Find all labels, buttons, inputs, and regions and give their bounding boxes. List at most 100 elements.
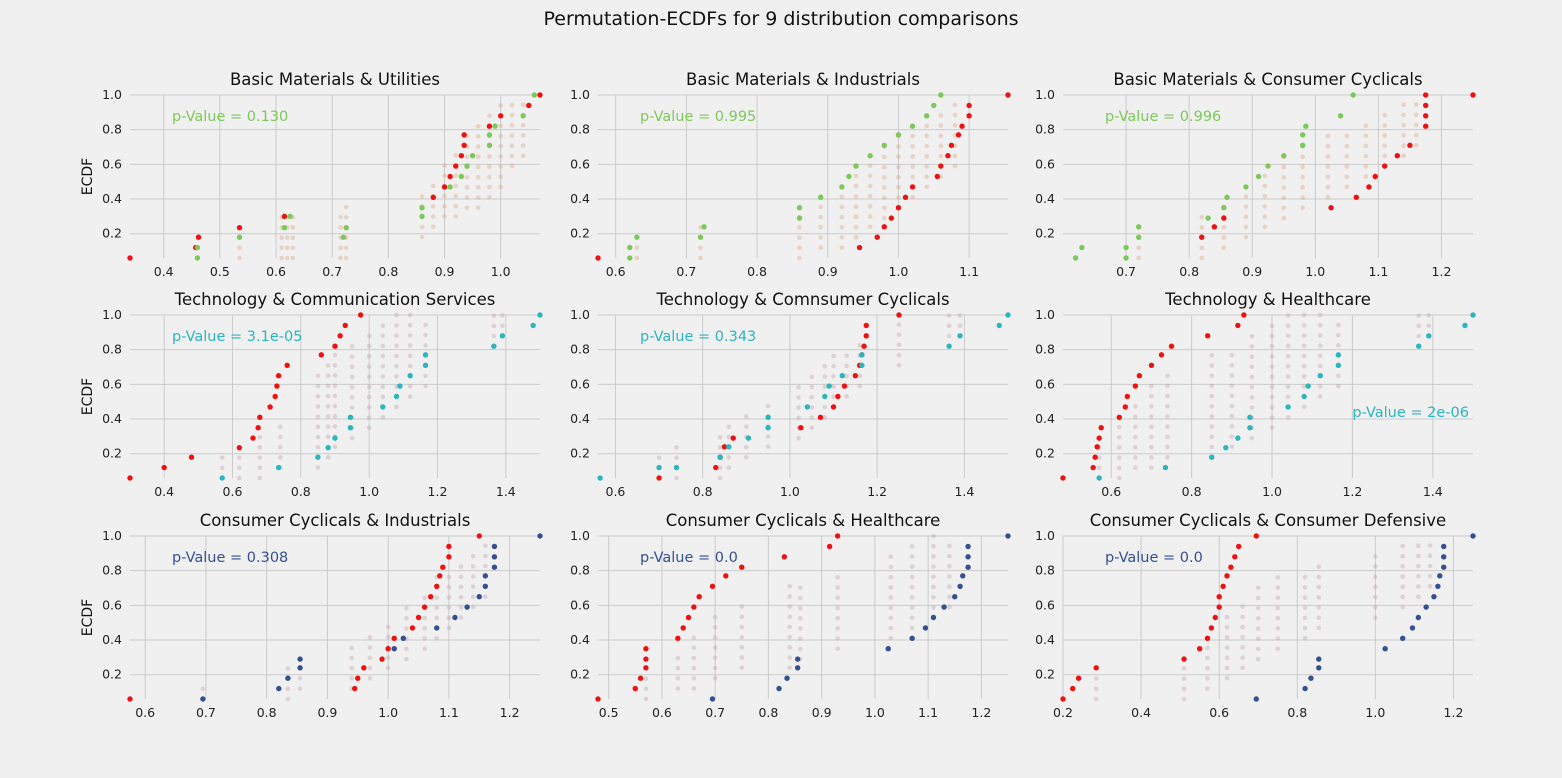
permutation-point bbox=[1229, 383, 1235, 388]
x-tick-label: 1.1 bbox=[918, 705, 938, 720]
permutation-point bbox=[1269, 354, 1275, 359]
data-point bbox=[1216, 593, 1222, 600]
permutation-point bbox=[765, 444, 771, 450]
data-point bbox=[332, 435, 338, 441]
permutation-point bbox=[257, 465, 263, 471]
permutation-point bbox=[453, 214, 459, 219]
data-point bbox=[434, 625, 440, 631]
permutation-point bbox=[1325, 164, 1331, 170]
permutation-point bbox=[839, 224, 845, 230]
permutation-point bbox=[475, 134, 481, 139]
permutation-point bbox=[422, 626, 427, 631]
data-point bbox=[287, 213, 293, 220]
data-point bbox=[776, 685, 782, 692]
permutation-point bbox=[290, 225, 296, 230]
data-point bbox=[1470, 92, 1476, 98]
permutation-point bbox=[822, 404, 828, 410]
data-point bbox=[380, 404, 386, 410]
permutation-point bbox=[380, 394, 386, 400]
data-point bbox=[1416, 343, 1422, 349]
permutation-point bbox=[257, 434, 263, 440]
data-point bbox=[846, 173, 852, 180]
permutation-point bbox=[257, 475, 263, 481]
permutation-point bbox=[1317, 343, 1323, 348]
y-tick-label: 1.0 bbox=[102, 307, 122, 322]
permutation-point bbox=[1400, 553, 1406, 559]
x-tick-label: 0.7 bbox=[676, 264, 696, 279]
permutation-point bbox=[509, 153, 515, 159]
permutation-point bbox=[938, 143, 944, 149]
data-point bbox=[1123, 244, 1129, 251]
permutation-point bbox=[430, 204, 436, 209]
permutation-point bbox=[1344, 154, 1350, 159]
data-point bbox=[530, 322, 536, 329]
permutation-point bbox=[1240, 634, 1245, 640]
data-point bbox=[357, 312, 364, 318]
permutation-point bbox=[366, 384, 372, 390]
permutation-point bbox=[332, 373, 338, 378]
data-point bbox=[219, 475, 225, 481]
permutation-point bbox=[1133, 424, 1138, 430]
permutation-point bbox=[453, 193, 459, 199]
data-point bbox=[965, 554, 971, 560]
y-tick-label: 0.6 bbox=[102, 376, 122, 391]
permutation-point bbox=[675, 665, 681, 671]
permutation-point bbox=[1281, 205, 1287, 211]
permutation-point bbox=[931, 605, 936, 610]
data-point bbox=[1005, 312, 1011, 318]
permutation-point bbox=[1243, 224, 1249, 230]
x-tick-label: 0.7 bbox=[322, 264, 342, 279]
permutation-point bbox=[931, 554, 936, 559]
data-point bbox=[1435, 583, 1441, 589]
permutation-point bbox=[475, 195, 481, 200]
p-value-label: p-Value = 0.995 bbox=[640, 109, 756, 125]
panel-5: 0.6 0.8 1.0 1.2 1.4 0.2 0.4 0.6 0.8 1.0 Technology… bbox=[570, 290, 1011, 499]
permutation-point bbox=[380, 415, 386, 420]
permutation-point bbox=[1209, 373, 1215, 378]
data-point bbox=[1366, 184, 1372, 190]
permutation-point bbox=[1316, 605, 1322, 610]
data-point bbox=[643, 665, 649, 671]
data-point bbox=[1072, 255, 1079, 261]
data-point bbox=[817, 414, 824, 421]
permutation-point bbox=[931, 564, 936, 569]
data-point bbox=[863, 333, 869, 339]
permutation-point bbox=[349, 364, 355, 370]
data-point bbox=[841, 383, 848, 389]
permutation-point bbox=[1275, 626, 1281, 631]
permutation-point bbox=[338, 225, 343, 230]
permutation-point bbox=[1413, 142, 1419, 148]
permutation-point bbox=[853, 173, 859, 179]
x-tick-label: 0.5 bbox=[599, 705, 619, 720]
y-tick-label: 1.0 bbox=[102, 528, 122, 543]
permutation-point bbox=[952, 102, 958, 108]
series-1 bbox=[1060, 533, 1259, 702]
data-point bbox=[1372, 173, 1378, 180]
data-point bbox=[1423, 604, 1429, 610]
data-point bbox=[1462, 322, 1468, 329]
panel-title: Basic Materials & Consumer Cyclicals bbox=[1113, 70, 1422, 89]
permutation-point bbox=[349, 645, 355, 651]
permutation-point bbox=[343, 214, 349, 220]
permutation-point bbox=[297, 686, 303, 691]
permutation-point bbox=[1316, 574, 1322, 580]
permutation-point bbox=[407, 394, 413, 399]
permutation-point bbox=[853, 204, 859, 209]
data-point bbox=[1437, 573, 1443, 579]
permutation-point bbox=[458, 574, 464, 580]
data-point bbox=[826, 383, 832, 389]
data-point bbox=[1216, 604, 1222, 610]
permutation-point bbox=[1165, 454, 1170, 460]
permutation-point bbox=[924, 154, 930, 159]
data-point bbox=[343, 224, 349, 231]
permutation-point bbox=[1229, 403, 1235, 409]
series-1 bbox=[595, 533, 841, 702]
permutation-point bbox=[1382, 153, 1387, 159]
permutation-point bbox=[315, 465, 321, 470]
permutation-point bbox=[1096, 455, 1102, 460]
permutation-point bbox=[743, 454, 749, 460]
permutation-point bbox=[1096, 465, 1102, 471]
x-tick-label: 0.4 bbox=[1131, 705, 1151, 720]
permutation-point bbox=[1301, 363, 1307, 369]
data-point bbox=[1122, 404, 1129, 410]
